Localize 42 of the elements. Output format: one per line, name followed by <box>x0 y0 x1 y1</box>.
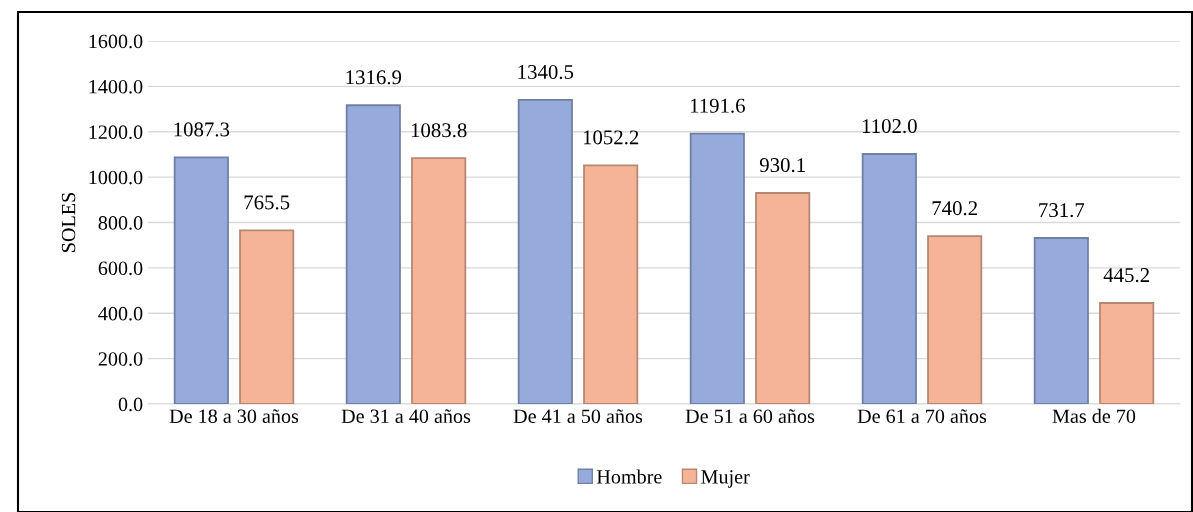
bar <box>689 132 745 404</box>
y-tick-label: 1000.0 <box>89 170 143 185</box>
data-label: 765.5 <box>244 195 290 210</box>
data-label: 1102.0 <box>862 119 917 134</box>
y-tick-label: 400.0 <box>98 306 143 321</box>
bar <box>755 192 811 404</box>
bar <box>927 235 983 404</box>
bar <box>517 98 573 404</box>
bar <box>173 156 229 404</box>
bar <box>345 104 401 404</box>
y-tick-label: 800.0 <box>98 216 143 230</box>
y-tick-label: 600.0 <box>98 261 143 276</box>
legend-label: Hombre <box>596 469 662 484</box>
bar <box>861 153 917 404</box>
y-axis-title: SOLES <box>61 192 76 252</box>
bar <box>411 157 467 404</box>
data-label: 740.2 <box>932 201 977 216</box>
data-label: 731.7 <box>1039 203 1085 218</box>
x-tick-label: De 61 a 70 años <box>857 409 987 424</box>
data-label: 1316.9 <box>346 70 402 85</box>
x-tick-label: De 18 a 30 años <box>169 409 299 424</box>
y-tick-label: 200.0 <box>98 352 143 366</box>
y-tick-label: 1400.0 <box>89 79 143 94</box>
y-tick-label: 0.0 <box>118 397 143 412</box>
y-tick-label: 1600.0 <box>89 34 143 49</box>
bar <box>1033 237 1089 404</box>
x-tick-label: Mas de 70 <box>1052 408 1136 424</box>
data-label: 1087.3 <box>174 122 230 137</box>
bar <box>1099 302 1155 404</box>
data-label: 1052.2 <box>583 130 639 145</box>
legend-label: Mujer <box>701 470 750 488</box>
x-tick-label: De 31 a 40 años <box>341 409 471 424</box>
data-label: 1340.5 <box>518 64 574 80</box>
data-label: 930.1 <box>759 158 805 173</box>
bar <box>583 164 639 404</box>
data-label: 445.2 <box>1103 268 1149 283</box>
data-label: 1083.8 <box>411 123 467 138</box>
y-tick-label: 1200.0 <box>89 125 143 140</box>
x-tick-label: De 51 a 60 años <box>685 409 815 424</box>
data-label: 1191.6 <box>690 98 745 113</box>
bar <box>239 229 295 404</box>
x-tick-label: De 41 a 50 años <box>513 409 643 424</box>
